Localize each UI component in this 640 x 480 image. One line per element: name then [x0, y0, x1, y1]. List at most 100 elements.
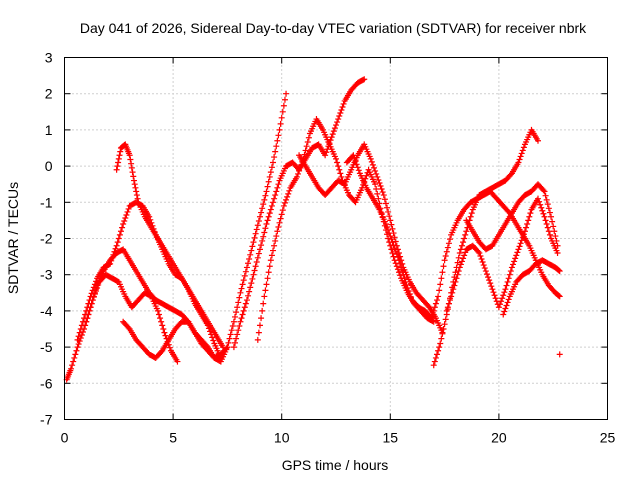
data-point-interp — [384, 205, 390, 211]
data-point-interp — [257, 322, 263, 328]
data-point — [437, 340, 443, 346]
data-point-interp — [513, 252, 519, 258]
data-point-interp — [266, 179, 272, 185]
data-point-interp — [283, 197, 289, 203]
data-point — [542, 214, 548, 220]
data-point-interp — [76, 341, 82, 347]
data-point-interp — [282, 97, 288, 103]
data-point-interp — [129, 165, 135, 171]
data-point-interp — [227, 336, 233, 342]
data-point — [237, 290, 243, 296]
data-point — [257, 246, 263, 252]
data-point-interp — [514, 249, 520, 255]
data-point — [548, 214, 554, 220]
data-point — [502, 286, 508, 292]
series-isolated-point — [557, 351, 563, 357]
sdtvar-chart: Day 041 of 2026, Sidereal Day-to-day VTE… — [0, 0, 640, 480]
data-point — [231, 319, 237, 325]
data-points — [64, 76, 563, 382]
data-point-interp — [383, 201, 389, 207]
data-point — [120, 221, 126, 227]
data-point-interp — [280, 109, 286, 115]
data-point-interp — [488, 283, 494, 289]
data-point — [263, 188, 269, 194]
data-point-interp — [278, 121, 284, 127]
data-point-interp — [159, 322, 165, 328]
y-tick-labels: -7-6-5-4-3-2-10123 — [40, 50, 53, 428]
data-point-interp — [225, 340, 231, 346]
data-point — [387, 217, 393, 223]
data-point-interp — [229, 327, 235, 333]
data-point — [489, 286, 495, 292]
data-point-interp — [273, 233, 279, 239]
data-point-interp — [245, 260, 251, 266]
data-point-interp — [306, 135, 312, 141]
data-point-interp — [524, 221, 530, 227]
data-point-interp — [389, 226, 395, 232]
data-point-interp — [235, 299, 241, 305]
data-point-interp — [444, 249, 450, 255]
data-point-interp — [443, 253, 449, 259]
data-point-interp — [248, 280, 254, 286]
data-point-interp — [459, 258, 465, 264]
y-tick-label: 2 — [45, 86, 53, 102]
data-point-interp — [234, 331, 240, 337]
data-point-interp — [547, 232, 553, 238]
data-point-interp — [330, 131, 336, 137]
data-point-interp — [546, 205, 552, 211]
data-point-interp — [438, 336, 444, 342]
data-point-interp — [242, 273, 248, 279]
data-point-interp — [246, 289, 252, 295]
data-point-interp — [539, 208, 545, 214]
data-point-interp — [274, 185, 280, 191]
data-point-interp — [484, 271, 490, 277]
data-point-interp — [234, 304, 240, 310]
data-point-interp — [281, 103, 287, 109]
y-tick-label: -2 — [40, 231, 53, 247]
data-point-interp — [122, 215, 128, 221]
data-point-interp — [70, 359, 76, 365]
y-tick-label: 0 — [45, 158, 53, 174]
data-point-interp — [270, 248, 276, 254]
data-point-interp — [336, 167, 342, 173]
data-point-interp — [490, 289, 496, 295]
data-point — [270, 159, 276, 165]
data-point-interp — [438, 275, 444, 281]
series-track-f — [231, 76, 367, 350]
data-point-interp — [249, 276, 255, 282]
data-point-interp — [272, 192, 278, 198]
data-point-interp — [266, 269, 272, 275]
data-point-interp — [256, 218, 262, 224]
data-point-interp — [249, 243, 255, 249]
data-point-interp — [479, 256, 485, 262]
data-point-interp — [545, 201, 551, 207]
x-tick-label: 0 — [61, 430, 69, 446]
data-point-interp — [232, 340, 238, 346]
data-point-interp — [441, 263, 447, 269]
data-point-interp — [115, 239, 121, 245]
data-point-interp — [458, 246, 464, 252]
data-point-interp — [114, 163, 120, 169]
data-point-interp — [334, 119, 340, 125]
data-point-interp — [333, 122, 339, 128]
data-point — [161, 330, 167, 336]
data-point-interp — [119, 225, 125, 231]
data-point-interp — [370, 162, 376, 168]
data-point-interp — [304, 143, 310, 149]
data-point — [557, 351, 563, 357]
data-point-interp — [69, 362, 75, 368]
data-point-interp — [241, 308, 247, 314]
data-point-interp — [510, 261, 516, 267]
x-tick-label: 20 — [491, 430, 507, 446]
data-point — [270, 199, 276, 205]
data-point-interp — [258, 210, 264, 216]
data-point — [496, 304, 502, 310]
data-point — [131, 178, 137, 184]
data-point-interp — [511, 258, 517, 264]
x-tick-label: 5 — [169, 430, 177, 446]
data-point-interp — [433, 301, 439, 307]
data-point-interp — [521, 144, 527, 150]
data-point-interp — [71, 355, 77, 361]
data-point-interp — [507, 272, 513, 278]
series-track-h — [296, 141, 445, 335]
